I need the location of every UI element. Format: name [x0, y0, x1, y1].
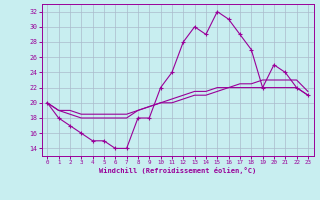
X-axis label: Windchill (Refroidissement éolien,°C): Windchill (Refroidissement éolien,°C): [99, 167, 256, 174]
